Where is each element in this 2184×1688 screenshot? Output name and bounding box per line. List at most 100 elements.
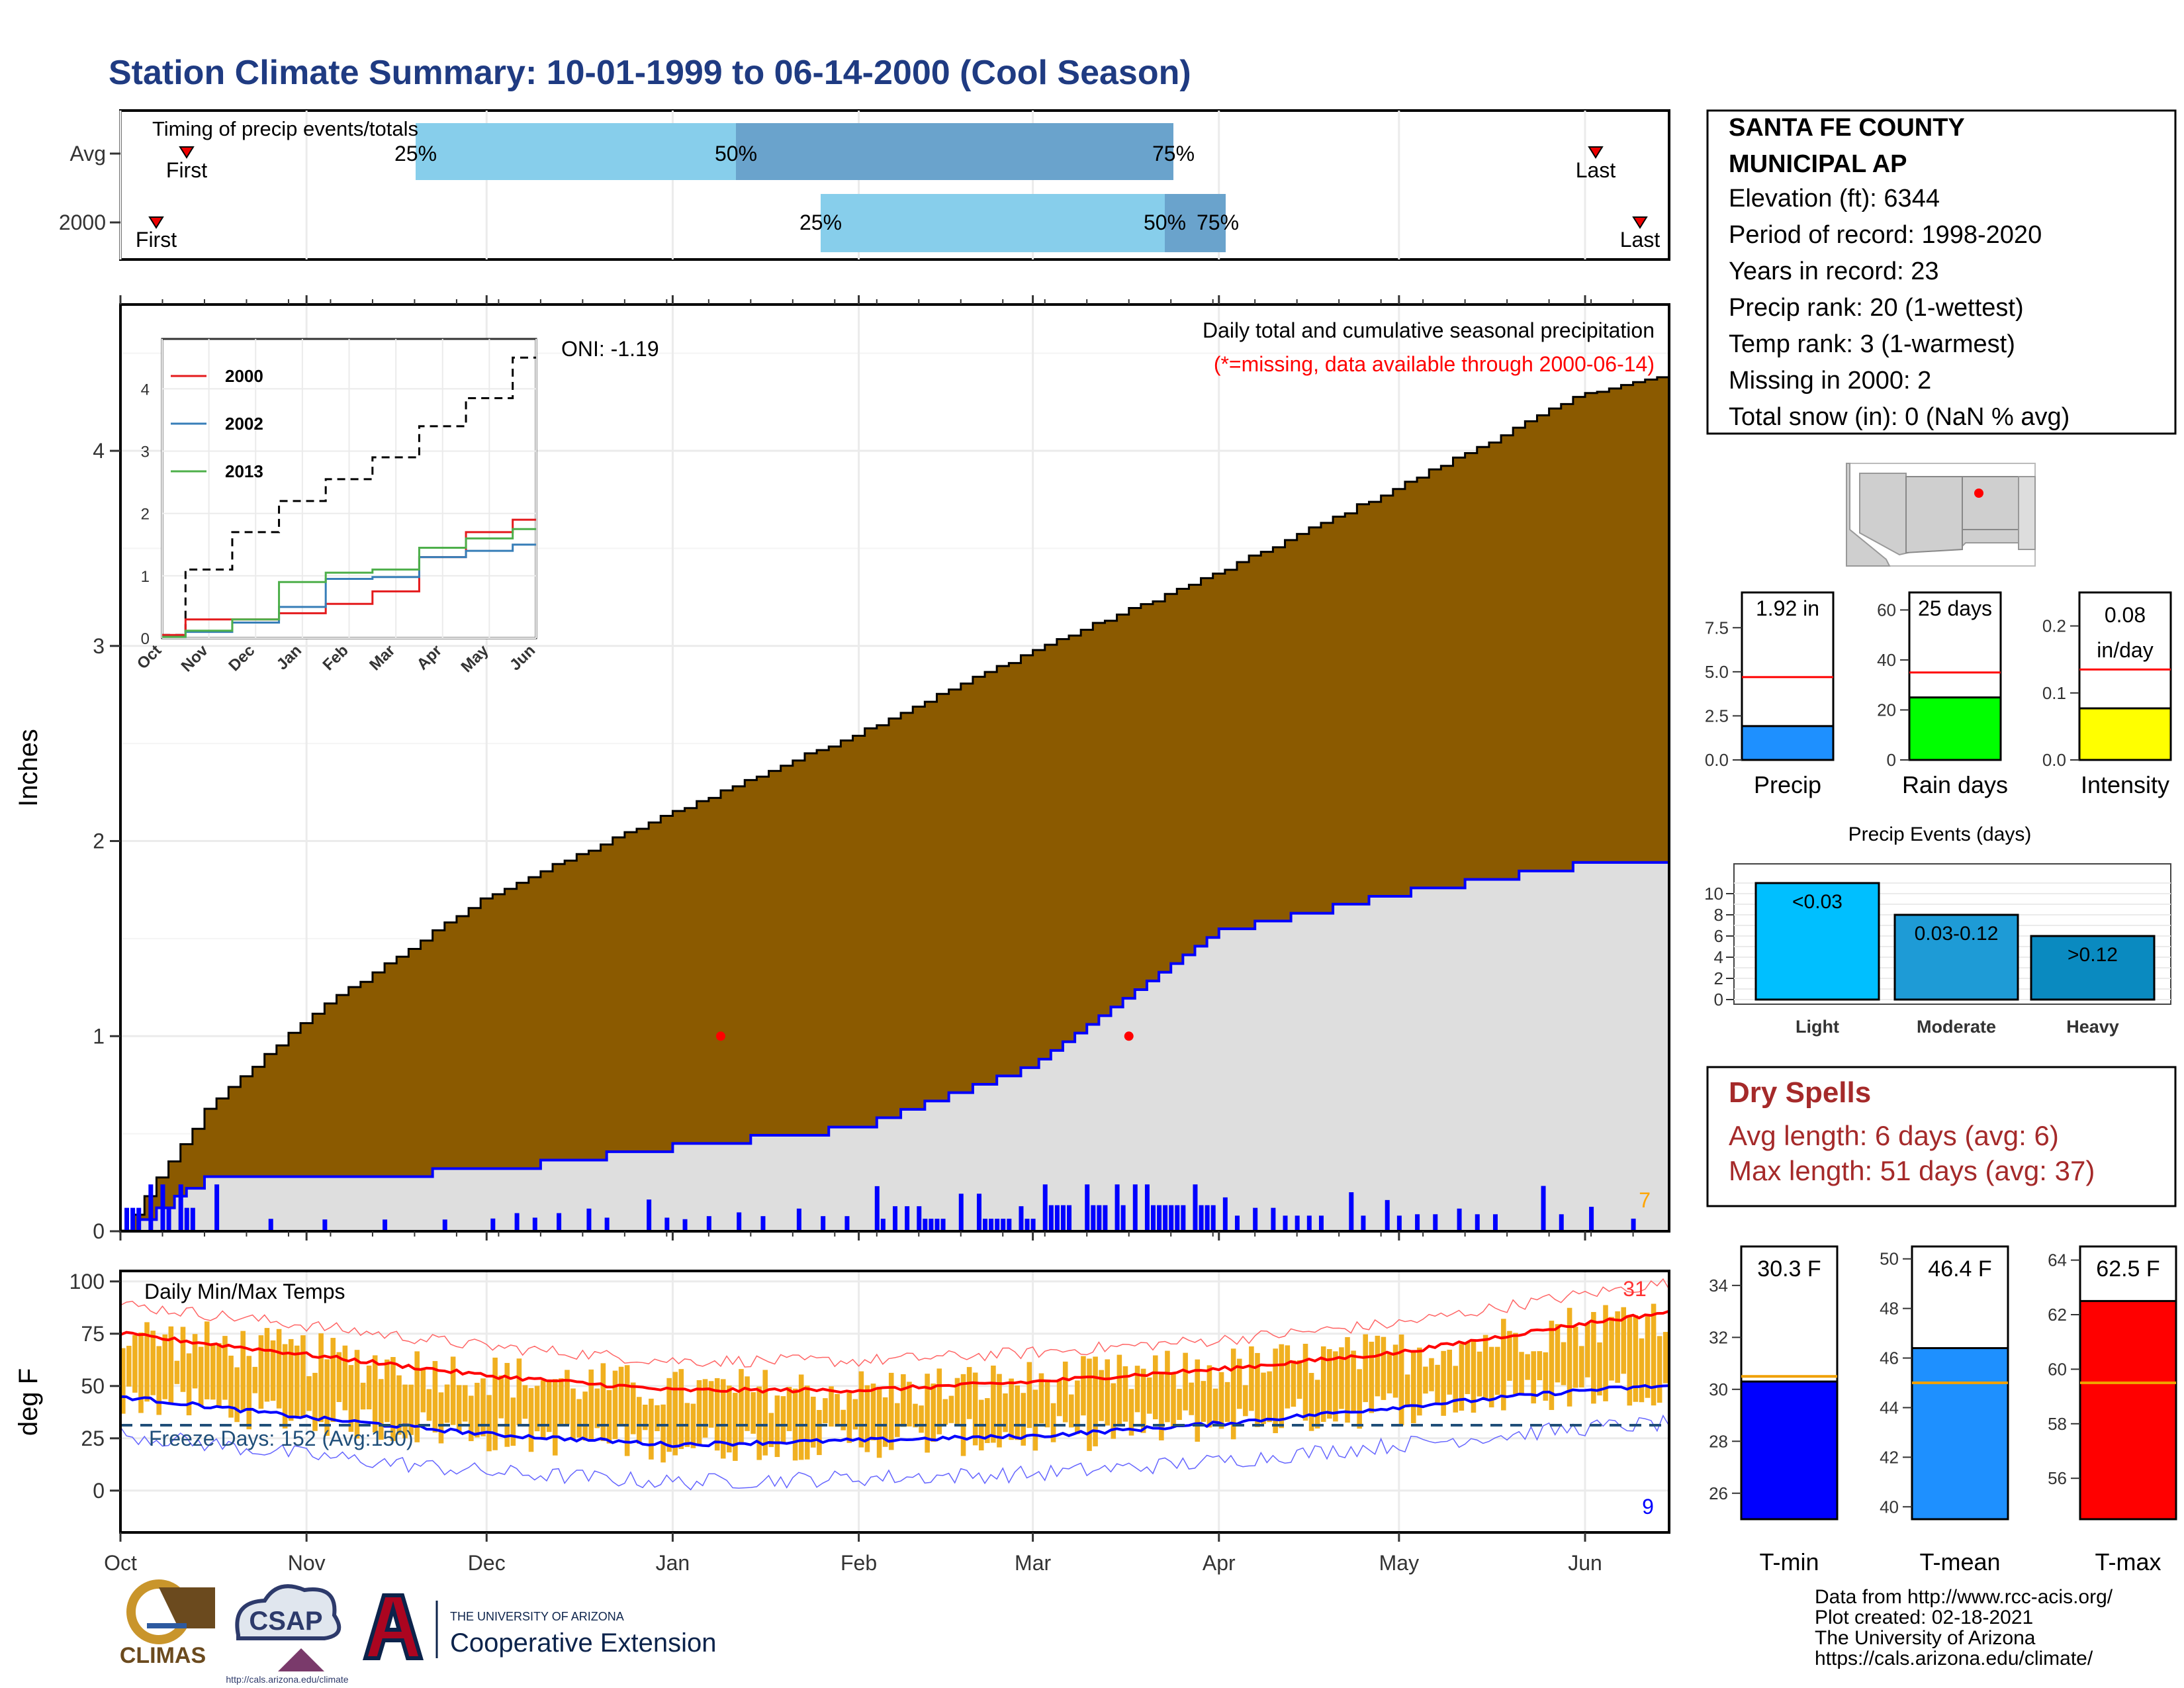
daily-precip-bar (1253, 1207, 1258, 1231)
summary-tick-label: 5.0 (1705, 662, 1729, 682)
daily-temp-bar (1050, 1403, 1056, 1442)
daily-temp-bar (643, 1404, 648, 1430)
daily-precip-bar (1169, 1205, 1174, 1231)
daily-temp-bar (1603, 1305, 1608, 1401)
daily-temp-bar (1621, 1307, 1627, 1374)
timing-avg-last-label: Last (1576, 158, 1616, 182)
dry-spells-avg: Avg length: 6 days (avg: 6) (1729, 1120, 2059, 1151)
daily-temp-bar (925, 1374, 930, 1453)
daily-temp-bar (1134, 1366, 1140, 1413)
daily-precip-bar (1559, 1214, 1564, 1231)
events-tick-label: 6 (1714, 926, 1723, 946)
daily-temp-bar (1597, 1342, 1602, 1396)
daily-temp-bar (210, 1344, 216, 1400)
daily-precip-bar (532, 1217, 537, 1231)
daily-precip-bar (1349, 1192, 1354, 1231)
daily-temp-bar (390, 1356, 396, 1441)
timing-avg-bar-late (736, 123, 1173, 180)
temp-summary-label-tmin: T-min (1760, 1548, 1819, 1575)
daily-precip-bar (893, 1206, 897, 1231)
temp-y-tick-label: 50 (81, 1374, 105, 1398)
daily-temp-bar (1627, 1317, 1633, 1406)
daily-temp-bar (594, 1388, 600, 1429)
daily-temp-bar (1561, 1342, 1567, 1385)
daily-temp-bar (348, 1365, 354, 1432)
daily-temp-bar (192, 1334, 198, 1389)
daily-temp-bar (510, 1397, 516, 1446)
events-tick-label: 10 (1704, 884, 1723, 904)
daily-temp-bar (1633, 1315, 1639, 1402)
summary-bar-intensity (2078, 707, 2172, 761)
daily-temp-bar (1099, 1370, 1104, 1421)
daily-precip-bar (995, 1219, 1000, 1231)
daily-precip-bar (1396, 1215, 1402, 1231)
temps-count-low: 9 (1642, 1495, 1654, 1519)
daily-temp-bar (372, 1355, 378, 1432)
events-category-label: Light (1796, 1017, 1839, 1037)
daily-precip-bar (1091, 1205, 1096, 1231)
station-info-line: Precip rank: 20 (1-wettest) (1729, 294, 2024, 322)
daily-temp-bar (553, 1379, 558, 1456)
daily-temp-bar (306, 1376, 312, 1411)
inset-legend-label: 2000 (225, 366, 263, 386)
daily-temp-bar (216, 1343, 222, 1407)
daily-temp-bar (1549, 1321, 1555, 1411)
month-tick-label: Dec (468, 1551, 506, 1575)
daily-temp-bar (1662, 1332, 1668, 1383)
daily-temp-bar (1212, 1388, 1218, 1423)
temp-summary-tick-label: 40 (1880, 1497, 1899, 1517)
daily-temp-bar (1243, 1385, 1248, 1417)
daily-temp-bar (1639, 1338, 1645, 1403)
daily-temp-bar (228, 1355, 234, 1418)
precip-count-label: 7 (1639, 1188, 1651, 1212)
daily-temp-bar (204, 1321, 210, 1399)
daily-precip-bar (268, 1219, 273, 1231)
daily-temp-bar (1567, 1307, 1572, 1407)
timing-2000-first-marker (148, 216, 164, 229)
events-tick-label: 2 (1714, 968, 1723, 988)
inset-legend-label: 2002 (225, 414, 263, 434)
daily-temp-bar (162, 1334, 168, 1399)
daily-temp-bar (1501, 1319, 1506, 1411)
events-tick-label: 0 (1714, 990, 1723, 1009)
daily-precip-bar (1132, 1184, 1138, 1231)
daily-precip-bar (1283, 1215, 1288, 1231)
daily-temp-bar (402, 1384, 408, 1438)
events-category-label: Heavy (2066, 1017, 2119, 1037)
daily-temp-bar (786, 1387, 792, 1431)
daily-temp-bar (985, 1398, 990, 1443)
daily-temp-bar (829, 1386, 834, 1427)
daily-temp-bar (1291, 1360, 1297, 1407)
daily-temp-bar (1285, 1345, 1291, 1409)
daily-precip-bar (1457, 1208, 1462, 1231)
daily-temp-bar (480, 1378, 486, 1436)
temp-summary-tick-label: 26 (1709, 1483, 1728, 1503)
daily-temp-bar (1615, 1311, 1620, 1383)
daily-temp-bar (751, 1392, 756, 1434)
daily-temp-bar (240, 1331, 246, 1411)
daily-temp-bar (180, 1327, 186, 1392)
summary-tick-label: 0 (1887, 750, 1896, 770)
summary-value-precip: 1.92 in (1756, 596, 1819, 620)
daily-temp-bar (696, 1380, 702, 1445)
daily-temp-bar (138, 1332, 144, 1413)
daily-temp-bar (576, 1399, 582, 1438)
daily-temp-bar (1026, 1362, 1032, 1429)
dry-spells-title: Dry Spells (1729, 1076, 1871, 1109)
daily-temp-bar (780, 1396, 786, 1444)
timing-2000-p50: 50% (1144, 211, 1186, 234)
station-info-line: Elevation (ft): 6344 (1729, 185, 1940, 212)
daily-temp-bar (396, 1375, 402, 1435)
precip-summary-bars: 0.0 2.5 5.0 7.5 1.92 in Precip 0 20 40 60 25 days R… (1705, 591, 2172, 798)
daily-temp-bar (1392, 1344, 1398, 1398)
month-tick-label: Mar (1015, 1551, 1051, 1575)
daily-temp-bar (1327, 1348, 1332, 1419)
summary-tick-label: 7.5 (1705, 618, 1729, 637)
summary-label-precip: Precip (1754, 771, 1821, 798)
daily-temp-bar (156, 1346, 161, 1415)
temp-summary-value-tmean: 46.4 F (1928, 1256, 1991, 1282)
dry-spells-max: Max length: 51 days (avg: 37) (1729, 1155, 2095, 1186)
daily-precip-bar (586, 1208, 592, 1231)
daily-precip-bar (1030, 1219, 1036, 1231)
